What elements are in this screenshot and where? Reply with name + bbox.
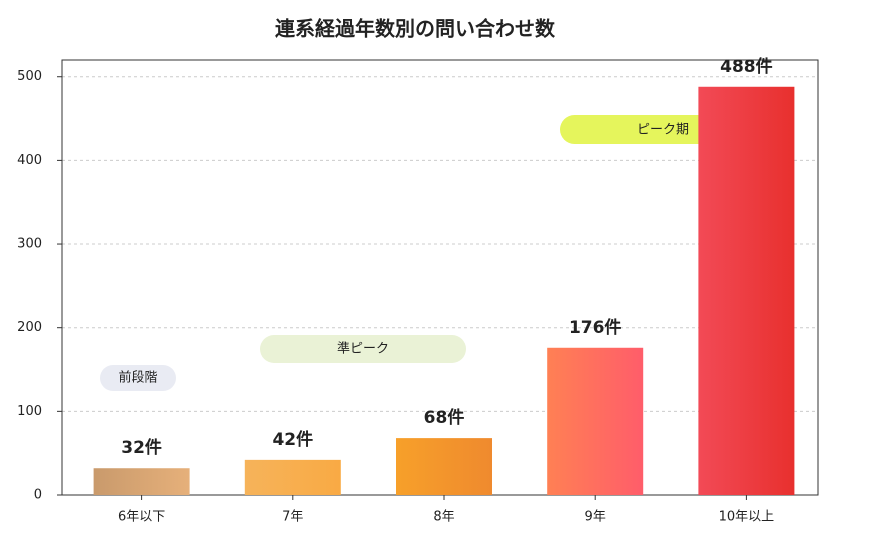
y-tick-label: 300: [17, 237, 42, 252]
data-label: 42件: [272, 429, 313, 450]
y-tick-label: 0: [34, 488, 42, 503]
x-tick-label: 9年: [585, 510, 606, 525]
x-tick-label: 6年以下: [118, 510, 165, 525]
annotation: 前段階: [118, 370, 157, 386]
annotation-pill: [260, 335, 466, 363]
annotation: ピーク期: [637, 123, 689, 138]
y-tick-label: 400: [17, 153, 42, 168]
bar: [244, 459, 341, 495]
bar: [698, 86, 795, 496]
x-tick-label: 8年: [433, 510, 454, 525]
annotation: 準ピーク: [337, 341, 389, 357]
x-tick-label: 10年以上: [719, 510, 775, 525]
y-tick-label: 500: [17, 69, 42, 84]
chart-title: 連系経過年数別の問い合わせ数: [275, 17, 556, 41]
data-label: 488件: [720, 56, 773, 77]
bar: [547, 347, 644, 495]
x-tick-label: 7年: [282, 510, 303, 525]
y-tick-label: 100: [17, 404, 42, 419]
bar: [396, 438, 492, 495]
annotation-pill: [100, 365, 176, 391]
data-label: 32件: [121, 437, 162, 458]
y-tick-label: 200: [17, 320, 42, 335]
data-label: 68件: [424, 407, 465, 428]
data-label: 176件: [569, 317, 622, 338]
bar: [93, 468, 190, 495]
